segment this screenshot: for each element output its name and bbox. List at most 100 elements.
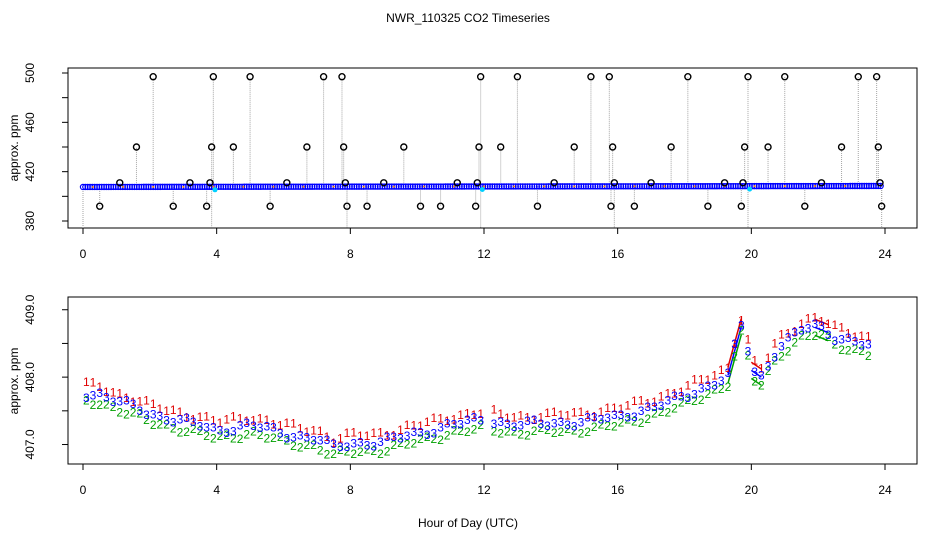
series-3-marker: 3 xyxy=(150,407,157,421)
series-1-marker: 1 xyxy=(250,413,257,427)
series-1-marker: 1 xyxy=(471,408,478,422)
series-2-marker: 2 xyxy=(711,383,718,397)
series-1-marker: 1 xyxy=(123,391,130,405)
series-2-marker: 2 xyxy=(738,324,745,338)
series-1-marker: 1 xyxy=(745,332,752,346)
outlier-point xyxy=(400,143,408,151)
series-1-marker: 1 xyxy=(791,324,798,338)
series-3-marker: 3 xyxy=(731,337,738,351)
series-1-marker: 1 xyxy=(457,408,464,422)
series-spike-line xyxy=(727,318,743,368)
series-3-marker: 3 xyxy=(210,420,217,434)
series-2-marker: 2 xyxy=(350,447,357,461)
series-3-marker: 3 xyxy=(143,408,150,422)
top-panel: 0 4 8 12 16 20 24 380 420 460 500 approx. ppm xyxy=(7,63,918,261)
series-2-marker: 2 xyxy=(832,337,839,351)
series-3-marker: 3 xyxy=(237,419,244,433)
series-spike-line xyxy=(814,326,829,334)
outlier-point xyxy=(837,143,846,151)
series-1-marker: 1 xyxy=(103,385,110,399)
series-1-marker: 1 xyxy=(511,410,518,424)
series-2-marker: 2 xyxy=(263,432,270,446)
series-1-marker: 1 xyxy=(116,386,123,400)
series-2-marker: 2 xyxy=(310,438,317,452)
series-1-marker: 1 xyxy=(337,432,344,446)
series-1-marker: 1 xyxy=(243,414,250,428)
series-2-marker: 2 xyxy=(283,434,290,448)
series-2-marker: 2 xyxy=(865,349,872,363)
outlier-point xyxy=(647,179,655,187)
top-x-tick-label: 20 xyxy=(745,247,759,261)
series-2-marker: 2 xyxy=(197,424,204,438)
series-3-marker: 3 xyxy=(424,428,431,442)
series-3-marker: 3 xyxy=(825,328,832,342)
series-2-marker: 2 xyxy=(845,343,852,357)
series-3-marker: 3 xyxy=(558,415,565,429)
series-1-marker: 1 xyxy=(658,390,665,404)
series-3-marker: 3 xyxy=(457,417,464,431)
baseline-marker xyxy=(603,185,606,188)
series-2-marker: 2 xyxy=(571,423,578,437)
series-2-marker: 2 xyxy=(591,420,598,434)
series-spike-line xyxy=(750,369,762,378)
series-1-marker: 1 xyxy=(270,417,277,431)
series-2-marker: 2 xyxy=(290,439,297,453)
series-2-marker: 2 xyxy=(257,428,264,442)
series-2-marker: 2 xyxy=(471,422,478,436)
series-1-marker: 1 xyxy=(832,318,839,332)
outlier-point xyxy=(319,72,328,81)
series-2-marker: 2 xyxy=(297,440,304,454)
series-2-marker: 2 xyxy=(163,418,170,432)
outlier-point xyxy=(471,202,480,210)
outlier-point xyxy=(303,143,311,151)
top-x-tick-label: 24 xyxy=(878,247,892,261)
series-3-marker: 3 xyxy=(364,439,371,453)
series-3-marker: 3 xyxy=(865,337,872,351)
series-3-marker: 3 xyxy=(838,332,845,346)
outlier-point xyxy=(570,143,578,151)
series-3-marker: 3 xyxy=(397,431,404,445)
series-2-marker: 2 xyxy=(330,447,337,461)
series-2-marker: 2 xyxy=(364,443,371,457)
top-x-tick-label: 16 xyxy=(611,247,625,261)
series-3-marker: 3 xyxy=(598,413,605,427)
series-2-marker: 2 xyxy=(143,413,150,427)
series-2-marker: 2 xyxy=(852,342,859,356)
outlier-point xyxy=(436,202,445,210)
series-1-marker: 1 xyxy=(751,354,758,368)
bottom-x-tick-label: 0 xyxy=(80,483,87,497)
baseline-marker xyxy=(663,185,666,188)
series-1-marker: 1 xyxy=(644,396,651,410)
series-1-marker: 1 xyxy=(384,429,391,443)
bottom-y-tick-label: 408.0 xyxy=(23,362,37,392)
outlier-point xyxy=(764,143,772,151)
series-2-marker: 2 xyxy=(524,428,531,442)
series-3-marker: 3 xyxy=(83,391,90,405)
series-2-marker: 2 xyxy=(223,428,230,442)
series-2-marker: 2 xyxy=(745,349,752,363)
top-y-tick-label: 460 xyxy=(23,112,37,132)
series-1-marker: 1 xyxy=(838,320,845,334)
outlier-point xyxy=(550,179,558,187)
series-1-marker: 1 xyxy=(477,407,484,421)
series-1-marker: 1 xyxy=(571,406,578,420)
series-2-marker: 2 xyxy=(317,443,324,457)
series-3-marker: 3 xyxy=(243,416,250,430)
series-1-marker: 1 xyxy=(437,411,444,425)
series-2-marker: 2 xyxy=(658,405,665,419)
series-2-marker: 2 xyxy=(791,336,798,350)
series-3-marker: 3 xyxy=(778,340,785,354)
top-y-tick-label: 380 xyxy=(23,211,37,231)
series-2-marker: 2 xyxy=(684,393,691,407)
series-3-marker: 3 xyxy=(852,335,859,349)
series-spike-line xyxy=(727,334,743,384)
series-1-marker: 1 xyxy=(317,424,324,438)
series-2-marker: 2 xyxy=(544,423,551,437)
series-3-marker: 3 xyxy=(671,389,678,403)
series-1-marker: 1 xyxy=(431,411,438,425)
series-2-marker: 2 xyxy=(584,425,591,439)
series-1-marker: 1 xyxy=(758,361,765,375)
series-1-marker: 1 xyxy=(858,329,865,343)
series-3-marker: 3 xyxy=(705,379,712,393)
